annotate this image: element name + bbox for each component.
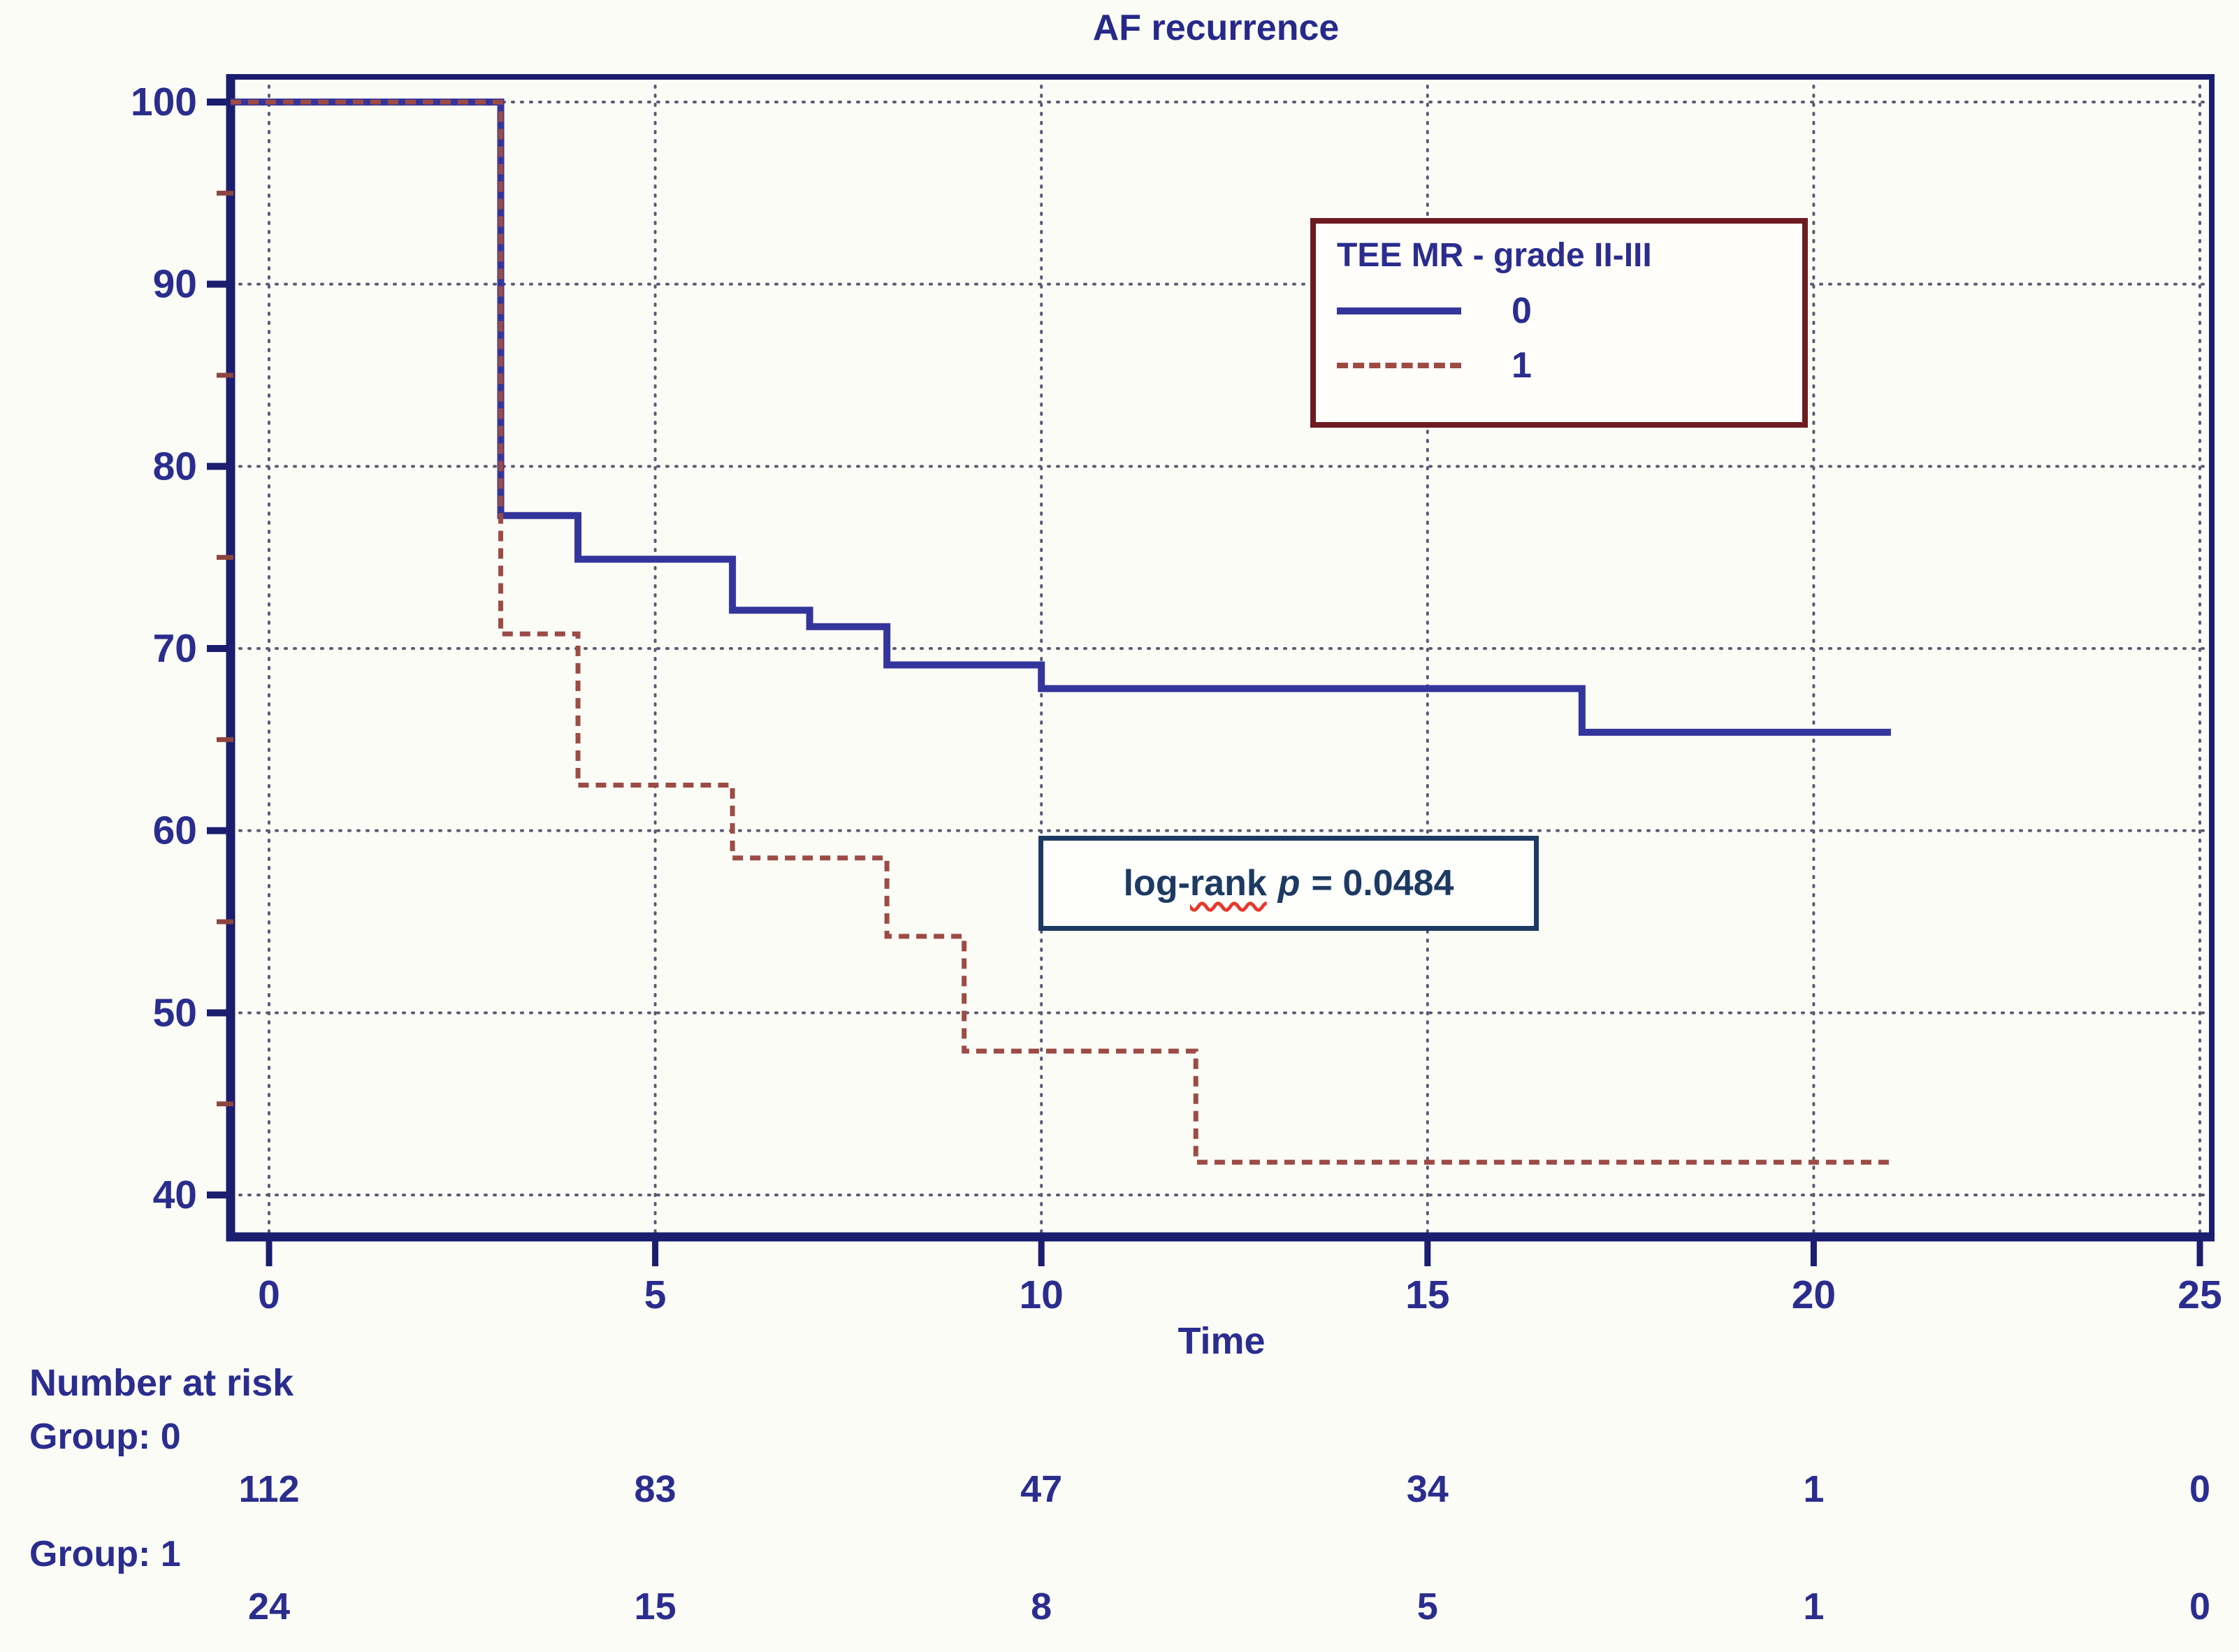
legend-item-label: 0: [1512, 291, 1532, 331]
x-tick-label: 10: [1019, 1273, 1063, 1317]
risk-row-group0: 112 83 47 34 1 0: [0, 1470, 2239, 1515]
risk-value-group1-t25: 0: [2189, 1586, 2211, 1628]
risk-group0-label: Group: 0: [29, 1416, 181, 1457]
annotation-p-value: = 0.0484: [1311, 863, 1454, 904]
annotation-prefix: log-: [1123, 863, 1190, 904]
x-tick-label: 15: [1405, 1273, 1449, 1317]
y-tick-label: 70: [153, 626, 197, 671]
solid-line-swatch: [1337, 307, 1461, 314]
risk-value-group0-t25: 0: [2189, 1468, 2211, 1510]
risk-value-group0-t10: 47: [1020, 1468, 1063, 1510]
survival-curve-group0: [231, 99, 1891, 736]
risk-value-group1-t20: 1: [1803, 1586, 1825, 1628]
log-rank-annotation-box: log-rank p = 0.0484: [1038, 836, 1539, 931]
risk-table-heading: Number at risk: [29, 1362, 294, 1404]
y-tick-label: 60: [153, 809, 197, 853]
risk-value-group1-t10: 8: [1031, 1586, 1052, 1628]
risk-value-group0-t15: 34: [1406, 1468, 1449, 1510]
y-tick-label: 100: [131, 80, 197, 124]
annotation-wavy-word: rank: [1189, 863, 1267, 904]
risk-row-group1: 24 15 8 5 1 0: [0, 1588, 2239, 1632]
chart-title: AF recurrence: [1092, 8, 1340, 48]
risk-value-group1-t5: 15: [634, 1586, 676, 1628]
risk-value-group0-t20: 1: [1803, 1468, 1825, 1510]
annotation-p-symbol: p: [1277, 863, 1300, 904]
risk-value-group1-t15: 5: [1416, 1586, 1438, 1628]
dashed-line-swatch: [1337, 363, 1461, 368]
y-tick-label: 40: [153, 1173, 197, 1217]
risk-value-group1-t0: 24: [247, 1586, 291, 1628]
y-tick-label: 90: [153, 262, 197, 307]
survival-curve-group1: [231, 99, 1891, 1165]
x-tick-label: 0: [258, 1273, 280, 1317]
y-tick-label: 80: [153, 444, 197, 488]
x-axis-label: Time: [1178, 1320, 1266, 1362]
legend-item-group0: 0: [1337, 293, 1784, 329]
legend-item-label: 1: [1512, 345, 1532, 386]
x-tick-label: 25: [2178, 1273, 2222, 1317]
plot-frame: [228, 74, 2215, 1240]
legend-box: TEE MR - grade II-III 0 1: [1310, 218, 1808, 428]
risk-value-group0-t0: 112: [238, 1468, 300, 1510]
risk-group1-label: Group: 1: [29, 1534, 181, 1574]
legend-title: TEE MR - grade II-III: [1337, 237, 1652, 274]
legend-item-group1: 1: [1337, 347, 1784, 384]
y-tick-label: 50: [153, 990, 197, 1035]
risk-value-group0-t5: 83: [634, 1468, 676, 1510]
x-tick-label: 5: [644, 1273, 667, 1317]
x-tick-label: 20: [1792, 1273, 1836, 1317]
